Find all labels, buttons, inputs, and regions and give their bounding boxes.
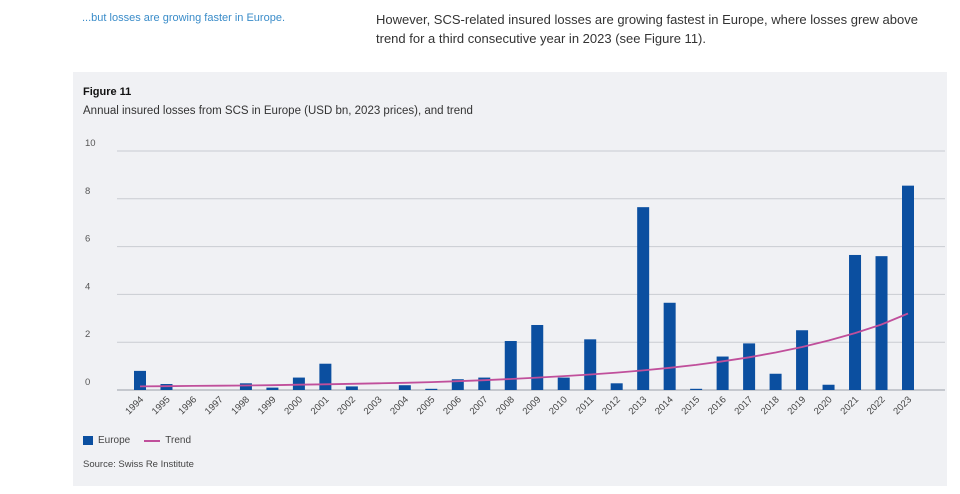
bar-2002	[345, 386, 358, 390]
bar-2020	[822, 384, 835, 390]
x-tick-label: 2023	[891, 394, 914, 417]
x-tick-label: 2010	[547, 394, 570, 417]
x-tick-label: 2012	[600, 394, 623, 417]
x-tick-label: 1999	[256, 394, 279, 417]
bar-2000	[292, 377, 305, 390]
x-tick-label: 2004	[388, 394, 411, 417]
x-tick-label: 2019	[785, 394, 808, 417]
y-tick-labels: 0 2 4 6 8 10	[85, 138, 96, 388]
x-tick-label: 2008	[494, 394, 517, 417]
bar-2010	[557, 377, 570, 390]
figure-source: Source: Swiss Re Institute	[83, 459, 194, 470]
y-tick-label: 0	[85, 377, 90, 388]
x-tick-label: 2005	[415, 394, 438, 417]
x-tick-label: 2006	[441, 394, 464, 417]
x-tick-label: 2002	[335, 394, 358, 417]
bar-2018	[769, 373, 782, 390]
bar-2008	[504, 341, 517, 390]
x-tick-label: 2020	[812, 394, 835, 417]
x-tick-label: 2013	[627, 394, 650, 417]
x-tick-label: 1995	[150, 394, 173, 417]
x-tick-label: 2016	[706, 394, 729, 417]
bar-2006	[451, 379, 464, 390]
bar-1999	[266, 387, 279, 390]
x-tick-label: 2001	[309, 394, 332, 417]
x-tick-label: 1997	[203, 394, 226, 417]
x-tick-label: 2000	[282, 394, 305, 417]
bar-2014	[663, 302, 676, 390]
x-tick-label: 2022	[865, 394, 888, 417]
trend-line	[139, 312, 909, 388]
legend-label-trend: Trend	[165, 435, 192, 446]
chart: 0 2 4 6 8 10 1994 1995 1996 1997 1998 1999 2000 2001…	[85, 138, 945, 417]
bar-1998	[239, 383, 252, 390]
x-tick-label: 2011	[574, 394, 596, 416]
x-tick-label: 2014	[653, 394, 676, 417]
x-tick-label: 2007	[468, 394, 491, 417]
bar-2005	[425, 388, 438, 390]
bar-2001	[319, 363, 332, 390]
x-tick-label: 2009	[521, 394, 544, 417]
bar-2013	[637, 207, 650, 390]
bar-2022	[875, 256, 888, 390]
bar-2017	[743, 343, 756, 390]
legend: Europe Trend	[83, 435, 191, 446]
bar-2004	[398, 385, 411, 390]
bar-2016	[716, 356, 729, 390]
bar-2011	[584, 339, 597, 390]
bar-2021	[849, 254, 862, 390]
figure-panel: Figure 11 Annual insured losses from SCS…	[73, 72, 947, 486]
gridlines	[117, 150, 945, 391]
x-tick-label: 2021	[838, 394, 861, 417]
y-tick-label: 10	[85, 138, 96, 149]
bar-2023	[902, 185, 914, 390]
y-tick-label: 4	[85, 281, 90, 292]
trend-line-layer	[139, 312, 909, 388]
bar-2009	[531, 324, 544, 390]
bar-2012	[610, 383, 623, 390]
legend-label-europe: Europe	[98, 435, 131, 446]
legend-item-trend: Trend	[144, 435, 191, 446]
bar-1994	[134, 370, 146, 390]
y-tick-label: 6	[85, 234, 90, 245]
bar-2015	[690, 388, 703, 390]
figure-title: Annual insured losses from SCS in Europe…	[83, 105, 473, 117]
x-tick-label: 2003	[362, 394, 385, 417]
figure-label: Figure 11	[83, 86, 132, 98]
y-tick-label: 2	[85, 329, 90, 340]
legend-item-europe: Europe	[83, 435, 130, 446]
x-tick-label: 2015	[680, 394, 703, 417]
legend-swatch-europe	[83, 436, 93, 445]
x-tick-label: 1996	[176, 394, 199, 417]
bar-2019	[796, 330, 809, 390]
x-tick-label: 2017	[732, 394, 755, 417]
x-tick-labels: 1994 1995 1996 1997 1998 1999 2000 2001 2002 2003…	[123, 394, 914, 417]
side-note: ...but losses are growing faster in Euro…	[82, 12, 285, 24]
x-tick-label: 1994	[123, 394, 146, 417]
lead-paragraph: However, SCS-related insured losses are …	[376, 12, 918, 46]
legend-swatch-trend	[144, 439, 161, 442]
x-tick-label: 1998	[229, 394, 252, 417]
bars	[134, 185, 914, 390]
y-tick-label: 8	[85, 186, 90, 197]
x-tick-label: 2018	[759, 394, 782, 417]
